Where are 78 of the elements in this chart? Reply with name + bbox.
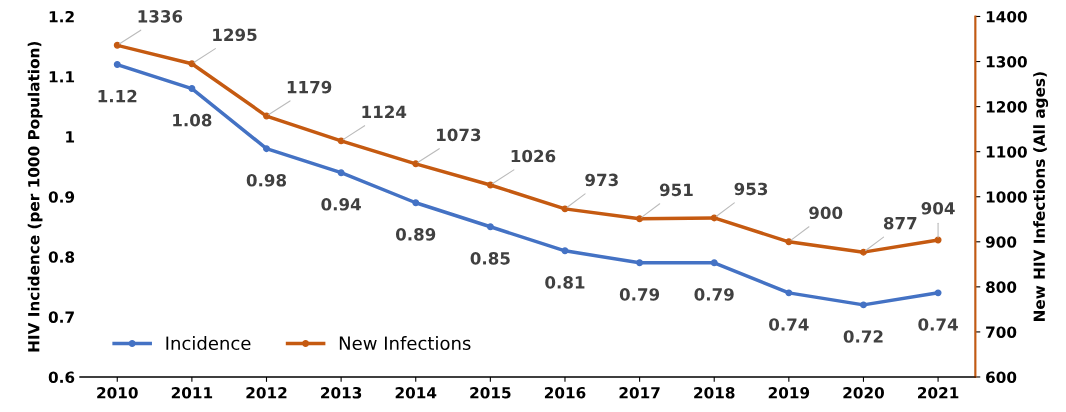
y2-tick-label: 800	[986, 281, 1017, 293]
point	[710, 214, 718, 222]
legend-label: New Infections	[339, 336, 471, 351]
point	[636, 215, 644, 223]
y2-tick-label: 1400	[986, 10, 1027, 23]
x-tick-label: 2011	[171, 386, 213, 399]
y-tick-label: 0.7	[48, 311, 74, 323]
data-label: 1026	[511, 149, 556, 163]
data-label: 1.08	[173, 113, 212, 127]
point	[934, 289, 942, 297]
point	[412, 160, 420, 168]
data-label: 0.81	[545, 276, 585, 289]
point	[188, 60, 196, 68]
data-label: 951	[659, 183, 693, 197]
x-tick-label: 2019	[768, 386, 810, 399]
data-label: 900	[809, 206, 843, 220]
y2-tick-label: 1000	[986, 191, 1027, 203]
point	[337, 137, 345, 145]
y-tick-label: 1.2	[49, 10, 74, 23]
x-tick-label: 2018	[694, 386, 735, 399]
point	[486, 181, 494, 189]
data-label: 1.12	[98, 89, 137, 103]
data-label: 0.98	[246, 173, 287, 187]
data-label: 973	[585, 173, 618, 187]
point	[710, 259, 718, 267]
y2-tick-label: 700	[986, 326, 1017, 338]
y-tick-label: 1.1	[49, 71, 75, 83]
x-tick-label: 2012	[246, 386, 287, 399]
x-tick-label: 2021	[918, 386, 959, 399]
y2-axis-title: New HIV Infections (All ages)	[1033, 72, 1049, 322]
point	[785, 289, 793, 297]
y-tick-label: 0.9	[48, 191, 75, 203]
y2-tick-label: 1300	[986, 56, 1027, 68]
point	[412, 199, 420, 207]
data-label: 0.89	[395, 228, 436, 241]
y2-tick-label: 600	[986, 371, 1017, 383]
data-label: 1336	[138, 10, 183, 23]
y2-tick-label: 1100	[986, 146, 1027, 158]
data-label: 0.85	[470, 252, 510, 265]
y2-tick-label: 1200	[986, 101, 1027, 113]
y-tick-label: 0.8	[48, 251, 75, 263]
data-label: 877	[883, 216, 917, 230]
data-label: 0.74	[769, 318, 809, 331]
data-label: 1124	[362, 105, 407, 118]
legend-label: Incidence	[166, 336, 251, 351]
data-label: 1073	[437, 128, 481, 142]
point	[188, 85, 196, 93]
y-tick-label: 0.6	[48, 371, 75, 383]
data-label: 904	[921, 201, 955, 215]
point	[263, 145, 270, 153]
point	[859, 301, 867, 309]
y-tick-label: 1	[66, 131, 75, 143]
point	[785, 238, 793, 246]
data-label: 1179	[287, 80, 332, 94]
x-tick-label: 2020	[843, 386, 884, 399]
data-label: 0.79	[619, 288, 660, 301]
point	[636, 259, 644, 267]
x-tick-label: 2013	[321, 386, 362, 399]
data-label: 0.74	[918, 318, 958, 331]
y2-tick-label: 900	[985, 236, 1017, 248]
data-label: 953	[734, 182, 768, 196]
point	[859, 248, 867, 256]
data-label: 0.72	[843, 330, 883, 343]
point	[486, 223, 494, 231]
x-tick-label: 2016	[544, 386, 586, 399]
point	[337, 169, 345, 177]
data-label: 0.94	[321, 197, 361, 211]
data-label: 1295	[213, 28, 257, 42]
point	[263, 112, 270, 120]
x-tick-label: 2017	[619, 386, 660, 399]
data-label: 0.79	[694, 288, 734, 301]
y-axis-title: HIV Incidence (per 1000 Population)	[27, 41, 43, 352]
point	[561, 247, 569, 255]
x-tick-label: 2014	[395, 386, 437, 399]
point	[113, 41, 121, 49]
point	[113, 61, 121, 69]
x-tick-label: 2010	[97, 386, 138, 399]
x-tick-label: 2015	[470, 386, 511, 399]
